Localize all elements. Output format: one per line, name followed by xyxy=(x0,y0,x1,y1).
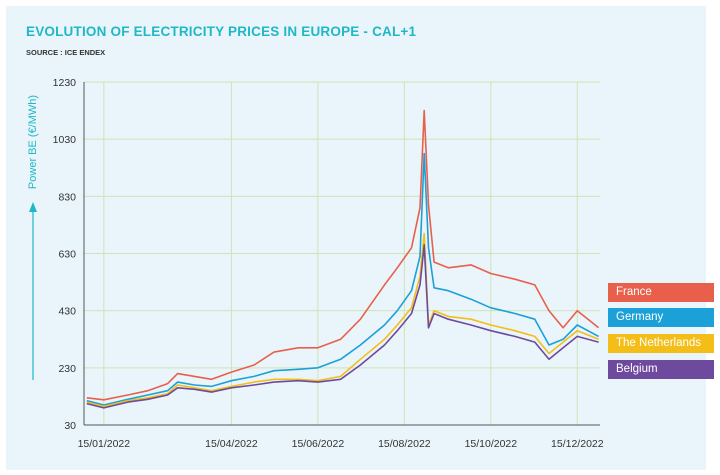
x-tick-label: 15/12/2022 xyxy=(551,438,604,450)
legend-item-france: France xyxy=(608,283,714,302)
legend-item-belgium: Belgium xyxy=(608,360,714,379)
y-tick-label: 830 xyxy=(58,191,76,203)
series-lines xyxy=(86,109,600,409)
x-tick-label: 15/04/2022 xyxy=(205,438,258,450)
legend-item-germany: Germany xyxy=(608,308,714,327)
series-line-belgium xyxy=(86,244,599,409)
series-line-france xyxy=(86,109,600,401)
series-line-germany xyxy=(86,152,599,406)
y-tick-label: 1030 xyxy=(53,134,77,146)
y-axis-label-group: Power BE (€/MWh) xyxy=(27,95,39,380)
x-tick-label: 15/08/2022 xyxy=(378,438,431,450)
grid-lines xyxy=(84,81,600,426)
series-line-the-netherlands xyxy=(86,232,599,408)
y-tick-label: 230 xyxy=(58,363,76,375)
y-tick-label: 1230 xyxy=(53,77,77,89)
y-tick-label: 430 xyxy=(58,306,76,318)
x-tick-label: 15/01/2022 xyxy=(78,438,131,450)
y-axis-label: Power BE (€/MWh) xyxy=(27,95,39,189)
axes xyxy=(83,82,600,426)
chart-title: EVOLUTION OF ELECTRICITY PRICES IN EUROP… xyxy=(26,24,417,39)
y-tick-label: 630 xyxy=(58,249,76,261)
tick-labels: 30 230 430 630 830 1030 1230 15/01/2022 15/04/20… xyxy=(53,77,604,450)
y-axis-arrow-head xyxy=(29,202,37,212)
legend-item-the-netherlands: The Netherlands xyxy=(608,334,714,353)
chart-panel xyxy=(6,6,706,470)
y-tick-label: 30 xyxy=(64,420,76,432)
x-tick-label: 15/06/2022 xyxy=(292,438,345,450)
x-tick-label: 15/10/2022 xyxy=(465,438,518,450)
chart-source: SOURCE : ICE ENDEX xyxy=(26,48,106,57)
